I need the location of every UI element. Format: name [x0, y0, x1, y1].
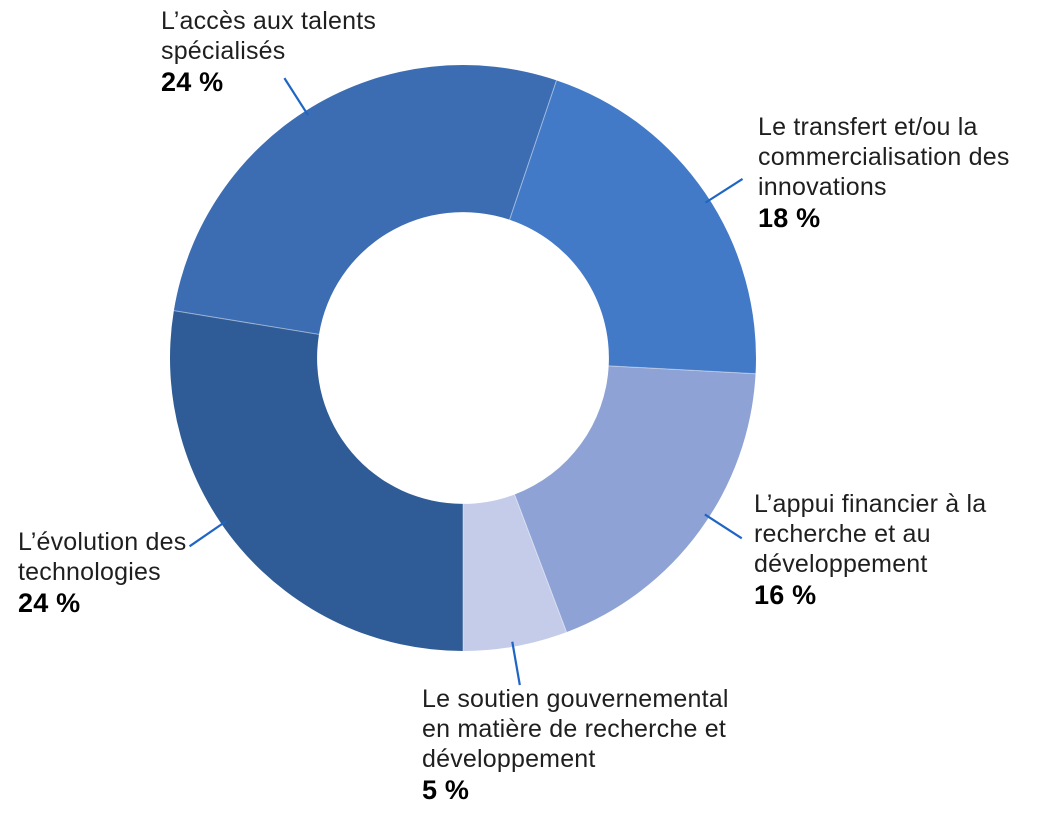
donut-segment-1 [509, 80, 756, 374]
segment-value: 18 % [758, 203, 821, 233]
segment-label-text: développement [422, 745, 596, 773]
segment-label-text: recherche et au [754, 520, 931, 548]
segment-label-text: Le transfert et/ou la [758, 113, 978, 141]
leader-line-0 [283, 77, 309, 116]
segment-label-4: L’évolution des technologies 24 % [18, 527, 186, 620]
leader-line-2 [704, 513, 743, 540]
donut-segment-3 [463, 494, 567, 651]
segment-label-3: Le soutien gouvernemental en matière de r… [422, 684, 729, 807]
donut-segment-2 [514, 365, 756, 633]
segment-label-text: spécialisés [161, 37, 286, 65]
segment-value: 24 % [18, 588, 81, 618]
segment-separator-line [514, 494, 568, 633]
segment-separator-line [509, 80, 557, 220]
segment-label-text: technologies [18, 558, 161, 586]
segment-separator-line [608, 365, 756, 375]
segment-label-text: L’évolution des [18, 528, 187, 556]
segment-label-text: Le soutien gouvernemental [422, 685, 729, 713]
segment-label-text: développement [754, 550, 928, 578]
leader-line-3 [511, 641, 521, 686]
donut-segment-4 [169, 310, 464, 652]
leader-line-4 [188, 520, 227, 548]
segment-label-0: L’accès aux talents spécialisés 24 % [161, 6, 376, 99]
donut-segment-0 [173, 64, 557, 335]
segment-value: 5 % [422, 775, 470, 805]
leader-line-1 [704, 177, 744, 204]
segment-value: 16 % [754, 580, 817, 610]
segment-label-text: innovations [758, 173, 887, 201]
segment-label-text: commercialisation des [758, 143, 1010, 171]
segment-separator-line [173, 310, 320, 335]
segment-value: 24 % [161, 67, 224, 97]
segment-label-text: L’accès aux talents [161, 7, 377, 35]
segment-label-text: L’appui financier à la [754, 490, 987, 518]
segment-label-2: L’appui financier à la recherche et au dév… [754, 489, 986, 612]
segment-label-text: en matière de recherche et [422, 715, 726, 743]
segment-label-1: Le transfert et/ou la commercialisation d… [758, 112, 1010, 235]
